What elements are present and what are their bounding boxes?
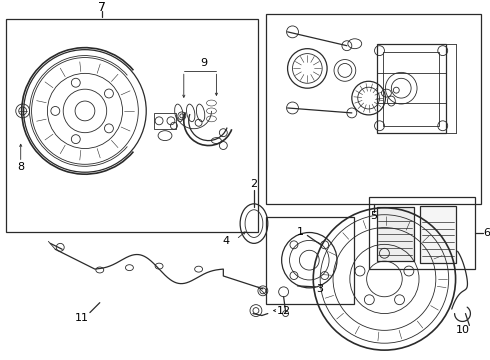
Text: 9: 9 <box>200 58 207 68</box>
Text: 12: 12 <box>276 306 291 316</box>
Bar <box>266 217 354 304</box>
Bar <box>154 113 176 129</box>
Bar <box>6 19 258 231</box>
Bar <box>266 14 481 204</box>
Bar <box>420 206 456 263</box>
Text: 10: 10 <box>456 325 469 336</box>
Text: 5: 5 <box>370 211 377 221</box>
Text: 1: 1 <box>297 226 304 237</box>
Text: 3: 3 <box>317 284 324 294</box>
Text: 6: 6 <box>484 228 490 238</box>
Text: 8: 8 <box>17 162 24 172</box>
Bar <box>384 51 439 126</box>
Bar <box>376 44 446 133</box>
Text: 2: 2 <box>250 179 258 189</box>
Text: 11: 11 <box>75 314 89 324</box>
Text: 4: 4 <box>223 237 230 246</box>
Bar <box>376 207 414 261</box>
Bar <box>368 197 475 269</box>
Text: 7: 7 <box>98 1 106 14</box>
